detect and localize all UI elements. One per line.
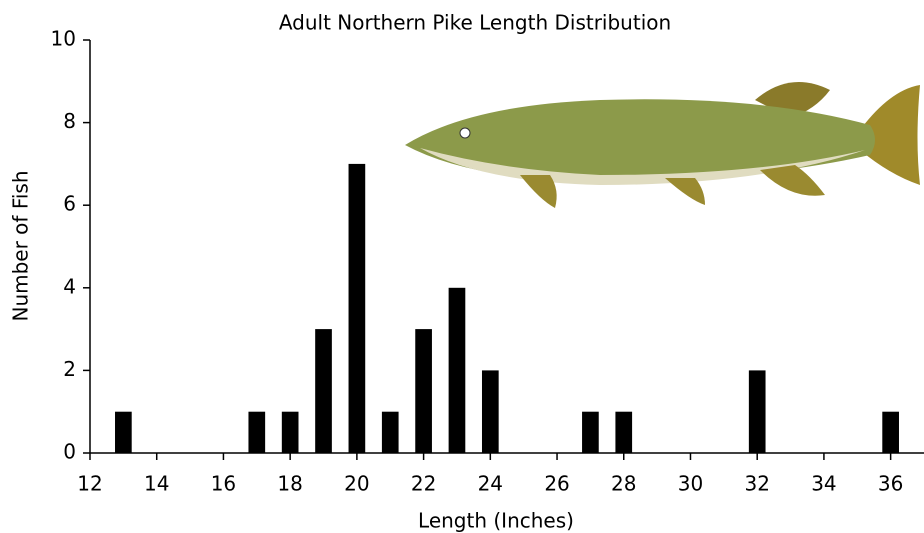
x-tick-label: 16 xyxy=(211,472,236,496)
x-tick-label: 24 xyxy=(478,472,503,496)
y-tick-label: 0 xyxy=(63,440,76,464)
bar xyxy=(448,287,466,453)
bar xyxy=(381,411,399,453)
y-tick-label: 8 xyxy=(63,109,76,133)
x-tick-label: 14 xyxy=(144,472,169,496)
x-axis-label: Length (Inches) xyxy=(418,509,574,533)
x-tick-label: 34 xyxy=(811,472,836,496)
x-tick-label: 30 xyxy=(678,472,703,496)
y-axis-label: Number of Fish xyxy=(9,170,33,321)
bar xyxy=(481,370,499,453)
x-tick-label: 26 xyxy=(544,472,569,496)
bar xyxy=(582,411,599,453)
chart-title: Adult Northern Pike Length Distribution xyxy=(279,11,671,35)
x-tick-label: 20 xyxy=(344,472,369,496)
bar xyxy=(348,163,366,453)
x-tick-label: 32 xyxy=(744,472,769,496)
y-tick-label: 6 xyxy=(63,192,76,216)
bar xyxy=(415,329,432,453)
bar xyxy=(248,411,266,453)
y-tick-label: 2 xyxy=(63,357,76,381)
bar xyxy=(315,329,332,453)
bar xyxy=(882,411,899,453)
y-tick-label: 4 xyxy=(63,274,76,298)
bar xyxy=(748,370,766,453)
x-tick-label: 18 xyxy=(277,472,302,496)
bar xyxy=(615,411,633,453)
x-tick-label: 36 xyxy=(878,472,903,496)
x-tick-label: 28 xyxy=(611,472,636,496)
pike-illustration xyxy=(405,82,920,208)
y-tick-label: 10 xyxy=(51,27,76,51)
x-tick-label: 12 xyxy=(77,472,102,496)
bar xyxy=(115,411,132,453)
bar xyxy=(281,411,299,453)
x-tick-label: 22 xyxy=(411,472,436,496)
